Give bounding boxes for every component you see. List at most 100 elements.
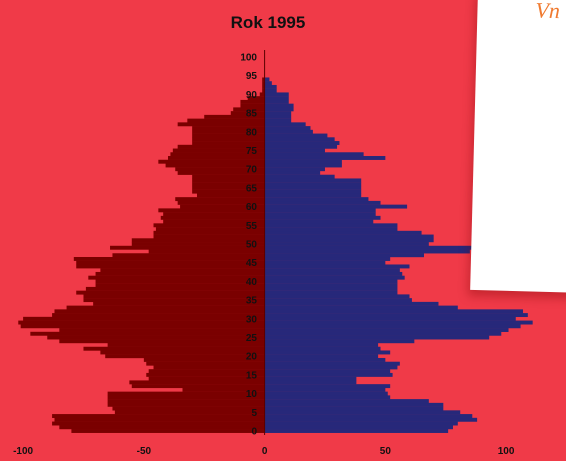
bar-right-age-51 [264,238,434,243]
bar-left-age-29 [18,320,265,325]
bar-right-age-1 [264,425,453,430]
bar-right-age-10 [264,391,388,396]
bar-right-age-60 [264,204,408,209]
bar-left-age-16 [148,369,265,374]
bar-left-age-10 [107,391,265,396]
bar-left-age-44 [76,264,265,269]
bar-right-age-82 [264,122,306,127]
bar-left-age-32 [54,309,265,314]
bar-right-age-85 [264,111,292,116]
bar-right-age-6 [264,406,444,411]
bar-left-age-1 [59,425,265,430]
bar-left-age-68 [192,174,265,179]
bar-right-age-0 [264,429,449,433]
bar-right-age-35 [264,298,412,303]
bar-right-age-52 [264,234,434,239]
bar-right-age-11 [264,387,386,392]
bar-right-age-18 [264,361,400,366]
bar-left-age-5 [114,410,265,415]
bar-right-age-32 [264,309,524,314]
bar-right-age-27 [264,328,509,332]
bar-right-age-43 [264,268,400,273]
y-tick-label: 30 [246,314,258,325]
bar-right-age-88 [264,99,289,104]
bar-left-age-25 [47,335,265,340]
bar-right-age-12 [264,384,391,389]
bar-left-age-86 [233,107,265,112]
bar-left-age-43 [100,268,265,273]
bar-left-age-8 [107,399,265,404]
bar-right-age-53 [264,230,422,235]
bar-right-age-47 [264,253,424,258]
bar-left-age-67 [192,178,265,183]
bar-left-age-91 [262,88,265,93]
x-tick-label: -50 [137,446,152,456]
bar-right-age-84 [264,114,292,119]
bar-left-age-46 [73,256,265,261]
bar-left-age-49 [110,245,265,250]
bar-left-age-47 [112,253,265,258]
bar-right-age-9 [264,395,391,400]
bars-group [18,77,533,433]
bar-left-age-22 [83,346,265,351]
bar-right-age-68 [264,174,335,179]
bar-left-age-7 [107,402,265,407]
bar-right-age-49 [264,245,473,250]
bar-right-age-59 [264,208,376,213]
bar-left-age-6 [112,406,265,411]
bar-left-age-21 [100,350,265,355]
bar-right-age-38 [264,286,398,291]
bar-left-age-23 [107,343,265,347]
bar-right-age-26 [264,331,502,336]
bar-left-age-4 [52,414,265,419]
bar-left-age-62 [175,197,265,202]
bar-left-age-69 [177,170,265,175]
bar-right-age-74 [264,152,364,157]
bar-left-age-65 [192,185,265,190]
bar-right-age-50 [264,242,429,246]
bar-right-age-90 [264,92,289,97]
y-tick-label: 20 [246,352,258,363]
y-tick-label: 40 [246,277,258,288]
bar-left-age-14 [148,376,265,381]
bar-right-age-73 [264,156,386,160]
bar-left-age-41 [88,275,265,280]
bar-right-age-45 [264,260,386,265]
bar-right-age-42 [264,271,403,276]
x-tick-label: 100 [498,446,515,456]
bar-left-age-61 [177,200,265,205]
bar-left-age-0 [71,429,265,433]
bar-left-age-17 [153,365,265,370]
bar-left-age-31 [52,313,265,318]
bar-right-age-19 [264,357,386,362]
bar-right-age-78 [264,137,335,142]
bar-right-age-31 [264,313,528,318]
y-tick-label: 60 [246,202,258,213]
bar-left-age-79 [192,133,265,138]
bar-left-age-50 [131,242,265,246]
bar-left-age-30 [23,316,265,321]
bar-right-age-34 [264,301,439,306]
bar-left-age-92 [262,84,265,89]
y-tick-label: 70 [246,165,258,176]
bar-right-age-56 [264,219,374,224]
bar-left-age-35 [83,298,265,303]
bar-left-age-28 [20,324,265,329]
bar-left-age-18 [146,361,265,366]
bar-left-age-34 [93,301,265,306]
bar-right-age-54 [264,227,398,232]
bar-left-age-42 [95,271,265,276]
bar-right-age-16 [264,369,391,374]
bar-left-age-57 [160,215,265,220]
bar-left-age-20 [105,354,265,359]
bar-right-age-46 [264,256,391,261]
bar-left-age-94 [262,77,265,82]
bar-right-age-83 [264,118,292,123]
bar-left-age-74 [170,152,265,157]
bar-left-age-77 [192,141,265,145]
bar-right-age-22 [264,346,381,351]
bar-left-age-84 [204,114,265,119]
bar-left-age-15 [146,372,265,377]
bar-left-age-53 [153,230,265,235]
